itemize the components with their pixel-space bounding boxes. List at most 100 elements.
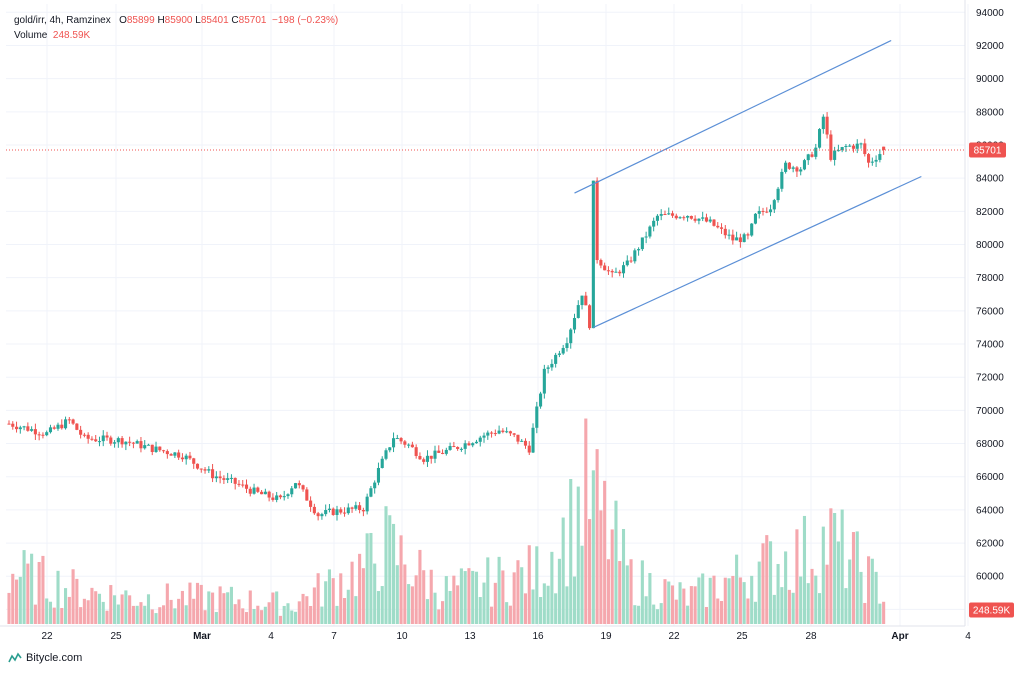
volume-bar [82,598,86,624]
volume-bar [305,596,309,624]
candle-body [414,447,418,456]
candle-body [659,214,663,216]
volume-bar [591,470,595,624]
candle-body [162,450,166,452]
volume-bar [150,609,154,624]
y-tick-label: 70000 [976,406,1004,417]
candle-body [655,215,659,221]
volume-bar [113,595,117,624]
candle-body [290,488,294,495]
volume-bar [844,588,848,624]
volume-bar [233,604,237,624]
volume-bar [780,587,784,624]
candle-body [260,491,264,495]
candle-body [716,225,720,228]
volume-bar [606,559,610,624]
volume-bar [37,562,41,624]
brand-footer[interactable]: Bitycle.com [8,652,82,664]
x-tick-label: 19 [600,631,612,642]
candle-body [625,260,629,266]
volume-bar [346,589,350,624]
volume-bar [90,587,94,624]
volume-bar [18,576,22,624]
volume-bar [165,583,169,624]
volume-bar [512,572,516,624]
candle-body [305,489,309,501]
volume-bar [550,551,554,624]
volume-bar [610,529,614,624]
candle-body [629,260,633,262]
candle-body [746,234,750,236]
legend-change: −198 (−0.23%) [272,15,339,26]
volume-bar [184,605,188,624]
volume-bar [399,535,403,624]
legend-low-label: L [195,15,201,26]
candle-body [572,317,577,330]
candle-body [97,441,102,443]
candle-body [595,180,599,261]
y-tick-label: 76000 [976,306,1004,317]
volume-bar [561,517,565,624]
candle-body [501,430,505,432]
candle-body [697,218,701,221]
candle-body [192,458,196,464]
volume-bar [180,590,184,624]
candle-body [840,147,844,151]
candle-body [218,476,222,479]
candle-body [704,217,708,222]
candle-body [241,484,245,486]
volume-bar [384,506,388,624]
candle-body [870,161,874,163]
volume-bar [256,605,260,624]
candle-body [833,150,837,160]
volume-bar [452,575,456,624]
candle-body [135,441,139,444]
candle-body [79,429,83,435]
candle-body [407,444,411,446]
candle-body [836,150,840,152]
volume-bar [836,541,840,624]
volume-bar [71,569,75,624]
candle-body [101,435,105,442]
candle-body [576,305,580,318]
volume-bar [490,606,494,624]
candle-body [244,484,249,489]
volume-bar [203,610,207,624]
volume-bar [753,601,758,624]
volume-bar [327,569,331,624]
candle-body [286,494,290,497]
volume-bar [848,559,852,624]
volume-bar [701,573,705,624]
volume-bar [806,583,810,624]
candle-body [701,217,705,219]
candle-body [75,423,79,430]
volume-bar [101,601,105,624]
volume-bar [146,594,151,624]
candle-body [640,237,644,250]
volume-bar [173,608,177,624]
candle-body [580,295,584,306]
volume-bar [388,515,392,624]
candle-body [689,215,693,219]
volume-bar [241,608,245,624]
candle-body [784,162,788,172]
volume-bar [704,606,708,624]
candle-body [203,469,207,471]
volume-bar [41,555,45,624]
volume-bar [588,519,592,624]
volume-bar [757,561,761,624]
volume-bar [312,587,316,624]
x-tick-label: 22 [41,631,53,642]
volume-bar [75,578,79,624]
volume-bar [214,612,218,624]
candle-body [508,431,512,434]
channel-lower-line [593,175,922,328]
volume-bar [678,582,682,624]
candle-body [297,483,301,486]
candle-body [863,143,867,155]
candle-body [855,143,859,149]
volume-series [7,418,886,624]
candle-body [30,429,34,431]
volume-bar [414,575,418,624]
